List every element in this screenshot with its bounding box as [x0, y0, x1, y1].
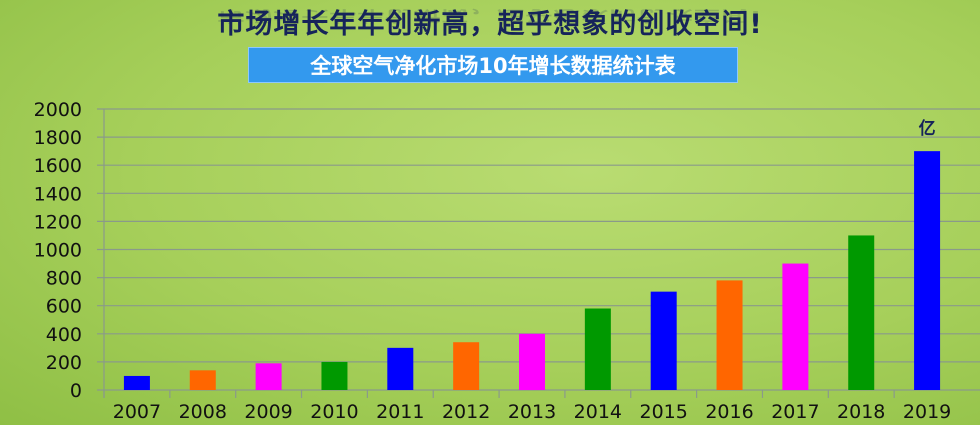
headline: 市场增长年年创新高，超乎想象的创收空间! — [217, 9, 763, 40]
x-tick-label: 2015 — [640, 401, 688, 423]
chart-title: 全球空气净化市场10年增长数据统计表 — [248, 47, 738, 83]
y-tick-label: 0 — [70, 380, 82, 402]
bar-2016 — [716, 280, 743, 390]
bar-2012 — [453, 342, 480, 390]
bar-2017 — [782, 263, 809, 390]
bar-2015 — [650, 291, 677, 390]
bar-2019 — [914, 151, 941, 390]
bar-2013 — [519, 333, 545, 390]
x-tick-label: 2013 — [508, 401, 556, 423]
x-tick-label: 2016 — [705, 401, 753, 423]
x-tick-label: 2017 — [771, 401, 819, 423]
y-tick-label: 200 — [46, 352, 82, 374]
x-tick-label: 2008 — [179, 401, 227, 423]
y-tick-label: 1600 — [34, 155, 82, 177]
bar-2014 — [584, 308, 611, 390]
y-tick-label: 1000 — [34, 240, 82, 262]
unit-label: 亿 — [919, 118, 936, 139]
bar-2010 — [321, 361, 348, 390]
bar-2011 — [387, 347, 414, 390]
bar-2007 — [123, 375, 150, 390]
y-tick-label: 1400 — [34, 183, 82, 205]
y-tick-label: 2000 — [34, 99, 82, 121]
bar-2009 — [255, 363, 282, 390]
y-tick-label: 1200 — [34, 211, 82, 233]
x-tick-label: 2011 — [376, 401, 424, 423]
y-tick-label: 400 — [46, 324, 82, 346]
bar-2018 — [848, 235, 875, 390]
x-tick-label: 2019 — [903, 401, 951, 423]
x-tick-label: 2007 — [113, 401, 161, 423]
bar-2008 — [189, 370, 216, 390]
y-tick-label: 800 — [46, 268, 82, 290]
x-tick-label: 2018 — [837, 401, 885, 423]
y-tick-label: 600 — [46, 296, 82, 318]
x-tick-label: 2009 — [244, 401, 292, 423]
x-tick-label: 2010 — [310, 401, 358, 423]
x-tick-label: 2014 — [574, 401, 622, 423]
x-tick-label: 2012 — [442, 401, 490, 423]
y-tick-label: 1800 — [34, 127, 82, 149]
